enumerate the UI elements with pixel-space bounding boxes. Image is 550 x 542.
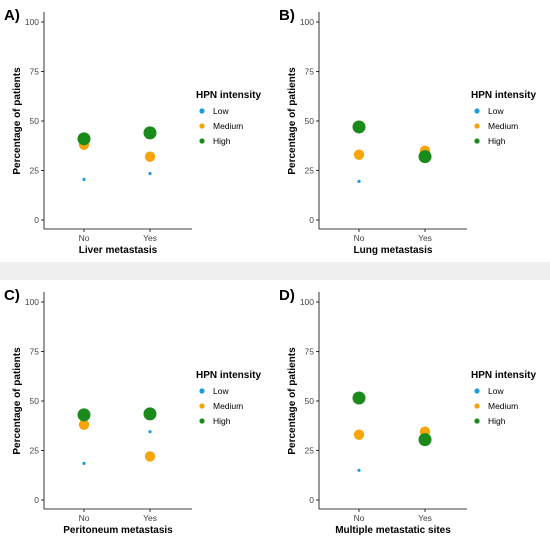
data-point-medium (144, 151, 156, 162)
legend-swatch-low (474, 388, 480, 394)
data-point-high (352, 120, 366, 134)
data-point-high (418, 150, 432, 164)
x-tick-label: Yes (418, 513, 432, 523)
data-point-high (143, 126, 157, 140)
data-point-low (148, 171, 152, 176)
y-tick-label: 75 (30, 67, 40, 77)
data-point-medium (353, 149, 365, 160)
legend-label: High (488, 136, 506, 146)
y-tick-label: 50 (305, 116, 315, 126)
data-point-high (77, 408, 91, 422)
legend-swatch-high (199, 418, 205, 424)
legend-label: Medium (488, 121, 518, 131)
legend-swatch-low (199, 108, 205, 114)
chart-panel-c: C) 0 25 50 75 100 No Yes Peritoneum metastasis Pe… (0, 280, 275, 542)
y-tick-label: 100 (25, 17, 39, 27)
y-tick-label: 0 (309, 215, 314, 225)
legend-label: Medium (213, 401, 243, 411)
y-tick-label: 100 (25, 297, 39, 307)
x-tick-label: No (79, 513, 90, 523)
panel-label: D) (279, 287, 295, 304)
legend-swatch-low (474, 108, 480, 114)
y-tick-label: 50 (305, 396, 315, 406)
legend-swatch-high (199, 138, 205, 144)
y-tick-label: 25 (305, 446, 315, 456)
y-tick-label: 25 (30, 446, 40, 456)
x-tick-label: Yes (418, 233, 432, 243)
y-tick-label: 25 (305, 166, 315, 176)
data-point-low (82, 461, 86, 465)
legend-title: HPN intensity (471, 90, 536, 101)
y-axis-title: Percentage of patients (12, 347, 23, 455)
y-tick-label: 0 (34, 495, 39, 505)
y-axis-title: Percentage of patients (287, 347, 298, 455)
data-point-medium (353, 429, 365, 440)
legend-swatch-medium (199, 123, 205, 129)
legend-swatch-low (199, 388, 205, 394)
x-tick-label: Yes (143, 233, 157, 243)
y-tick-label: 0 (34, 215, 39, 225)
chart-panel-d: D) 0 25 50 75 100 No Yes Multiple metastatic sit… (275, 280, 550, 542)
data-point-high (143, 407, 157, 421)
legend-swatch-high (474, 138, 480, 144)
panel-label: A) (4, 7, 20, 24)
x-axis-title: Peritoneum metastasis (63, 525, 173, 536)
scatter-chart-svg: C) 0 25 50 75 100 No Yes Peritoneum metastasis Pe… (4, 287, 261, 536)
y-tick-label: 75 (30, 347, 40, 357)
scatter-chart-svg: D) 0 25 50 75 100 No Yes Multiple metastatic sit… (279, 287, 536, 536)
scatter-chart-svg: B) 0 25 50 75 100 No Yes Lung metastasis Percenta… (279, 7, 536, 256)
legend-label: High (213, 416, 231, 426)
y-tick-label: 0 (309, 495, 314, 505)
legend-label: High (488, 416, 506, 426)
legend-label: Medium (213, 121, 243, 131)
legend-label: High (213, 136, 231, 146)
legend-swatch-high (474, 418, 480, 424)
panel-label: B) (279, 7, 295, 24)
x-axis-title: Multiple metastatic sites (335, 525, 451, 536)
y-tick-label: 100 (300, 17, 314, 27)
y-tick-label: 75 (305, 67, 315, 77)
y-axis-title: Percentage of patients (287, 67, 298, 175)
y-tick-label: 100 (300, 297, 314, 307)
y-tick-label: 75 (305, 347, 315, 357)
legend-label: Low (213, 386, 229, 396)
x-axis-title: Lung metastasis (354, 245, 433, 256)
x-tick-label: No (354, 233, 365, 243)
legend-label: Medium (488, 401, 518, 411)
data-point-low (357, 468, 361, 472)
chart-panel-b: B) 0 25 50 75 100 No Yes Lung metastasis Percenta… (275, 0, 550, 262)
y-tick-label: 25 (30, 166, 40, 176)
panel-divider (0, 262, 550, 280)
data-point-high (418, 433, 432, 447)
legend-label: Low (488, 106, 504, 116)
x-axis-title: Liver metastasis (79, 245, 158, 256)
data-point-high (77, 132, 91, 146)
x-tick-label: No (79, 233, 90, 243)
legend-label: Low (213, 106, 229, 116)
data-point-medium (144, 451, 156, 462)
y-tick-label: 50 (30, 116, 40, 126)
y-axis-title: Percentage of patients (12, 67, 23, 175)
legend-swatch-medium (474, 123, 480, 129)
x-tick-label: Yes (143, 513, 157, 523)
legend-swatch-medium (199, 403, 205, 409)
legend-swatch-medium (474, 403, 480, 409)
legend-title: HPN intensity (196, 90, 261, 101)
legend-title: HPN intensity (471, 370, 536, 381)
y-tick-label: 50 (30, 396, 40, 406)
data-point-high (352, 391, 366, 405)
legend-title: HPN intensity (196, 370, 261, 381)
chart-panel-a: A) 0 25 50 75 100 No Yes Liver metastasis Percent… (0, 0, 275, 262)
data-point-low (357, 179, 361, 183)
data-point-low (148, 430, 152, 434)
data-point-low (82, 177, 86, 182)
panel-label: C) (4, 287, 20, 304)
x-tick-label: No (354, 513, 365, 523)
legend-label: Low (488, 386, 504, 396)
scatter-chart-svg: A) 0 25 50 75 100 No Yes Liver metastasis Percent… (4, 7, 261, 256)
data-point-medium (78, 419, 90, 430)
